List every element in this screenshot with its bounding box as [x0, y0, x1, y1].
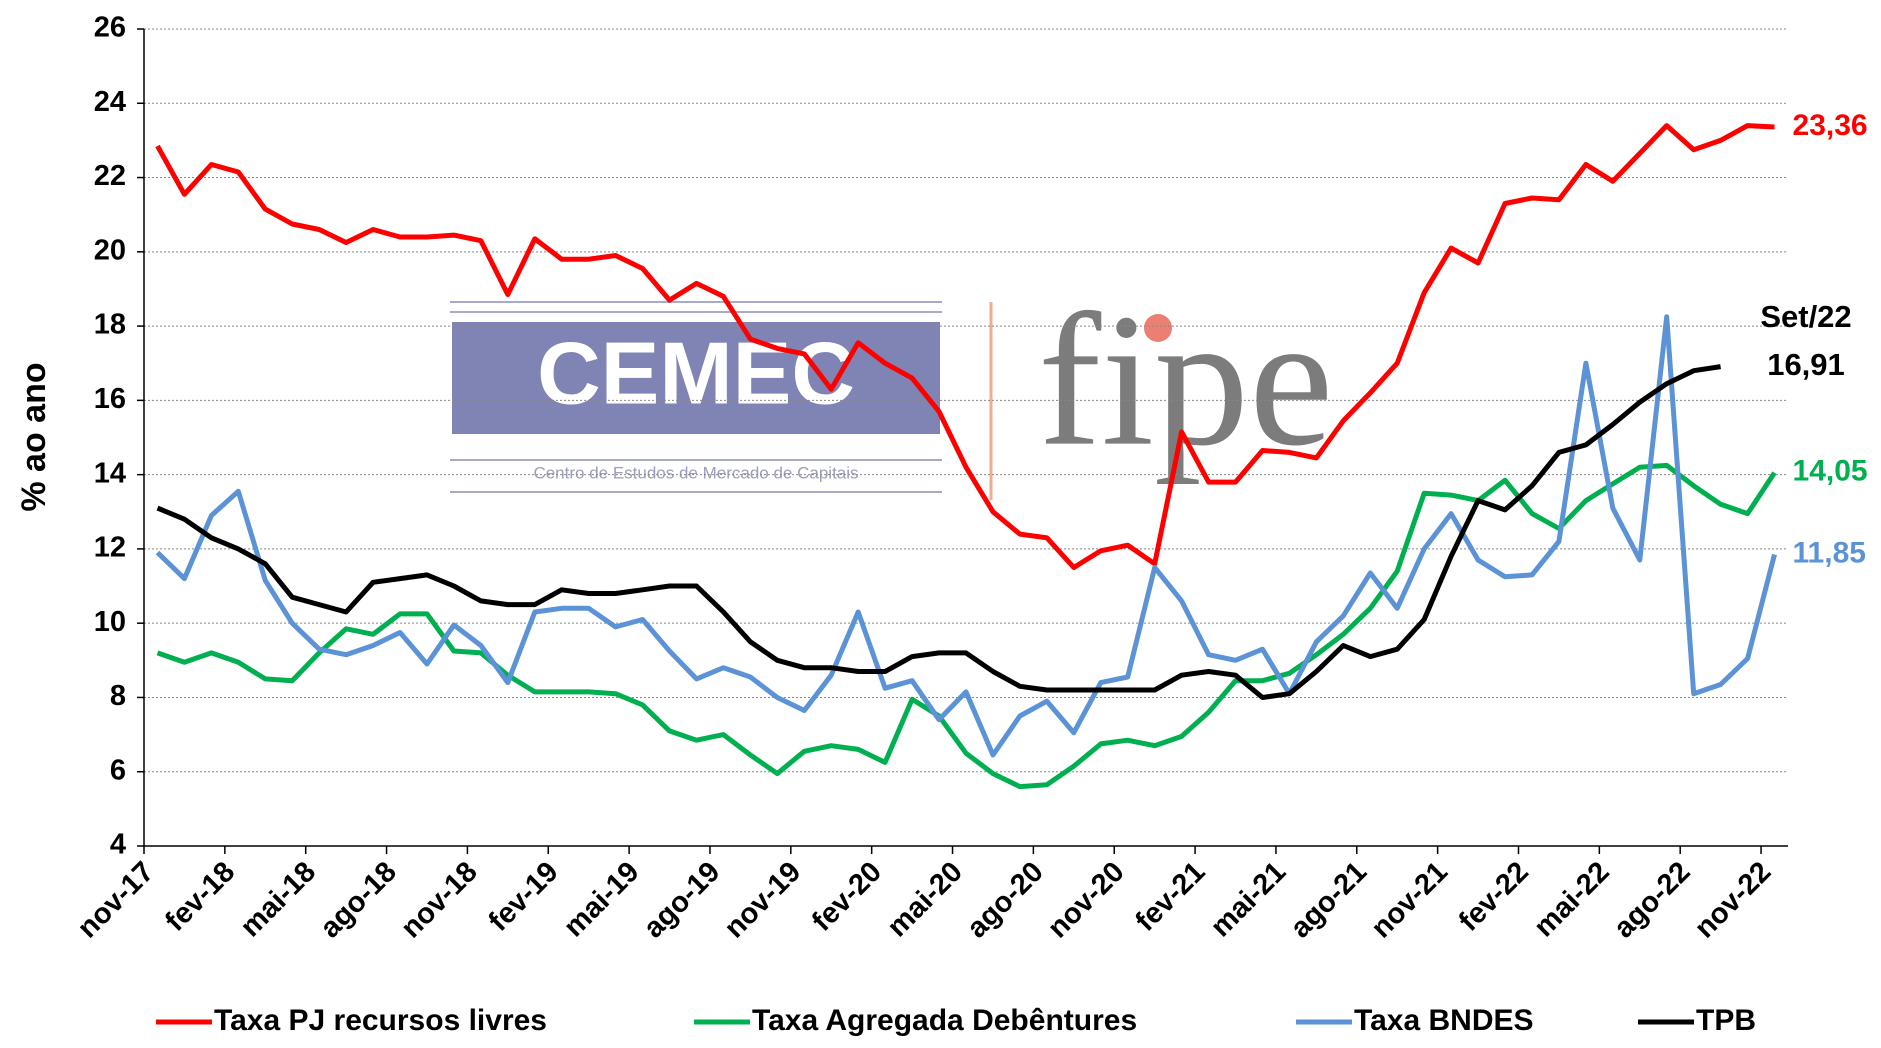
annotation: Set/22 — [1760, 299, 1851, 334]
x-tick-label: fev-22 — [1453, 856, 1535, 938]
watermark-name: CEMEC — [537, 323, 855, 422]
y-tick-label: 12 — [94, 532, 126, 564]
legend-label: Taxa Agregada Debêntures — [752, 1004, 1137, 1037]
y-tick-label: 14 — [94, 457, 126, 489]
y-axis-label: % ao ano — [15, 362, 53, 511]
y-tick-label: 10 — [94, 606, 126, 638]
legend-label: TPB — [1696, 1004, 1756, 1037]
value-label: 16,91 — [1767, 347, 1845, 382]
y-tick-label: 18 — [94, 309, 126, 341]
value-label: 11,85 — [1793, 536, 1866, 569]
series-line — [156, 462, 1777, 790]
y-tick-label: 26 — [94, 12, 126, 44]
x-tick-label: nov-18 — [395, 856, 484, 945]
x-tick-label: mai-18 — [234, 856, 322, 944]
series-line — [155, 123, 1775, 570]
x-tick-label: mai-19 — [558, 856, 646, 944]
x-tick-label: nov-21 — [1365, 856, 1454, 945]
value-label: 23,36 — [1793, 109, 1868, 142]
series-line — [155, 314, 1777, 758]
x-tick-label: mai-20 — [881, 856, 969, 944]
x-tick-label: mai-22 — [1528, 856, 1616, 944]
x-tick-label: ago-19 — [638, 856, 727, 945]
y-tick-label: 16 — [94, 383, 126, 415]
y-tick-label: 22 — [94, 160, 126, 192]
y-tick-label: 8 — [110, 680, 126, 712]
watermark-subtitle: Centro de Estudos de Mercado de Capitais — [533, 463, 858, 482]
y-tick-label: 4 — [110, 829, 126, 861]
x-tick-label: mai-21 — [1205, 856, 1293, 944]
series-line — [156, 364, 1721, 700]
x-tick-label: fev-18 — [159, 856, 241, 938]
x-tick-label: nov-19 — [718, 856, 807, 945]
x-tick-label: fev-21 — [1130, 856, 1212, 938]
x-tick-label: fev-20 — [806, 856, 888, 938]
x-tick-label: ago-21 — [1284, 856, 1373, 945]
y-tick-label: 6 — [110, 754, 126, 786]
x-tick-label: ago-18 — [314, 856, 403, 945]
y-tick-label: 24 — [94, 86, 126, 118]
legend-label: Taxa PJ recursos livres — [214, 1004, 547, 1037]
watermark-dot — [1144, 314, 1172, 342]
x-tick-label: nov-17 — [72, 856, 161, 945]
value-label: 14,05 — [1793, 455, 1868, 488]
x-tick-label: fev-19 — [483, 856, 565, 938]
x-tick-label: nov-22 — [1689, 856, 1778, 945]
watermark: CEMEC Centro de Estudos de Mercado de Ca… — [450, 276, 1333, 500]
legend-label: Taxa BNDES — [1354, 1004, 1534, 1037]
x-tick-label: ago-22 — [1608, 856, 1697, 945]
y-tick-label: 20 — [94, 234, 126, 266]
x-tick-label: nov-20 — [1042, 856, 1131, 945]
x-tick-label: ago-20 — [961, 856, 1050, 945]
